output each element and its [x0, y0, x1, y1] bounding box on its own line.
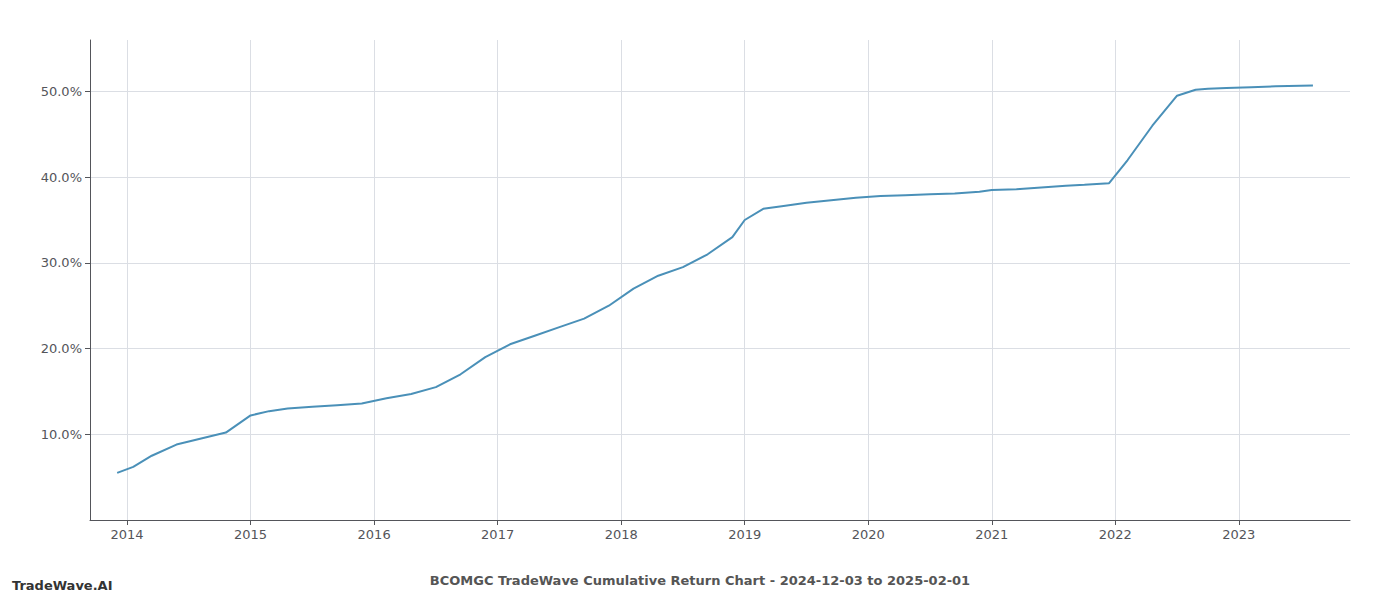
svg-text:2015: 2015 [234, 527, 267, 542]
svg-text:2019: 2019 [728, 527, 761, 542]
svg-text:50.0%: 50.0% [41, 84, 82, 99]
svg-text:2016: 2016 [358, 527, 391, 542]
svg-text:2018: 2018 [605, 527, 638, 542]
svg-text:2017: 2017 [481, 527, 514, 542]
svg-text:2021: 2021 [975, 527, 1008, 542]
svg-text:20.0%: 20.0% [41, 341, 82, 356]
svg-text:2014: 2014 [111, 527, 144, 542]
svg-text:TradeWave.AI: TradeWave.AI [12, 578, 113, 593]
svg-text:40.0%: 40.0% [41, 170, 82, 185]
svg-text:10.0%: 10.0% [41, 427, 82, 442]
svg-text:30.0%: 30.0% [41, 255, 82, 270]
svg-text:2022: 2022 [1099, 527, 1132, 542]
svg-text:BCOMGC TradeWave Cumulative Re: BCOMGC TradeWave Cumulative Return Chart… [430, 573, 970, 588]
svg-text:2020: 2020 [852, 527, 885, 542]
svg-text:2023: 2023 [1222, 527, 1255, 542]
